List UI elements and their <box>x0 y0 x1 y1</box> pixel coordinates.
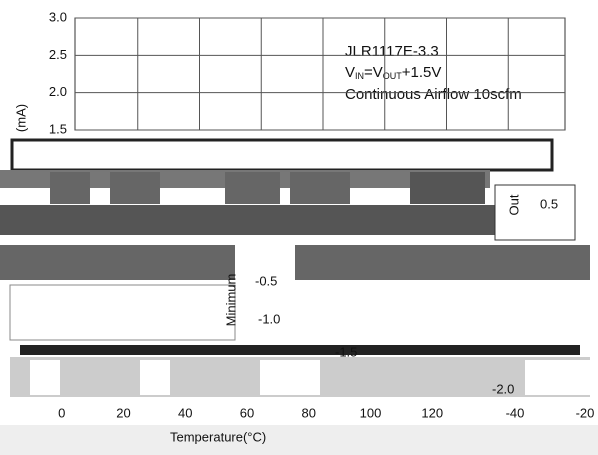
fragment: -20 <box>576 405 595 420</box>
fragment: -1.5 <box>335 344 357 359</box>
fragment: Out <box>506 194 521 215</box>
glitch-block <box>260 360 320 395</box>
glitch-block <box>225 172 280 204</box>
fragment: -1.0 <box>258 311 280 326</box>
fragment: -40 <box>506 405 525 420</box>
glitch-area <box>9 284 236 341</box>
glitch-block <box>30 360 60 395</box>
x-tick-label: 20 <box>116 405 130 420</box>
glitch-bar <box>20 345 580 355</box>
glitch-block <box>50 172 90 204</box>
condition-part: =V <box>364 64 383 81</box>
glitch-block <box>410 172 485 204</box>
fragment: 0.5 <box>540 196 558 211</box>
glitch-box <box>494 184 576 241</box>
fragment: -0.5 <box>255 273 277 288</box>
glitch-block <box>235 245 295 345</box>
x-tick-label: 100 <box>360 405 382 420</box>
x-tick-label: 120 <box>421 405 443 420</box>
condition-part: V <box>345 64 355 81</box>
y-axis-label: (mA) <box>13 104 28 132</box>
annotation: Continuous Airflow 10scfm <box>345 86 522 103</box>
x-tick-label: 80 <box>302 405 316 420</box>
x-tick-label: 0 <box>58 405 65 420</box>
glitch-block <box>140 360 170 395</box>
x-axis-label: Temperature(°C) <box>170 429 266 444</box>
y-tick-label: 1.5 <box>49 121 67 136</box>
x-tick-label: 40 <box>178 405 192 420</box>
glitch-block <box>110 172 160 204</box>
glitch-frame <box>10 138 554 172</box>
condition: VIN=VOUT+1.5V <box>345 64 441 81</box>
plot-frame <box>74 17 566 131</box>
y-tick-label: 3.0 <box>49 9 67 24</box>
glitch-band <box>0 205 495 235</box>
fragment: Minimum <box>223 274 238 327</box>
glitch-block <box>525 360 590 395</box>
y-tick-label: 2.5 <box>49 47 67 62</box>
condition-part: IN <box>355 71 364 81</box>
glitch-band <box>0 425 598 455</box>
annotation: JLR1117E-3.3 <box>345 43 439 60</box>
y-tick-label: 2.0 <box>49 84 67 99</box>
glitch-block <box>290 172 350 204</box>
condition-part: OUT <box>383 71 403 81</box>
condition-part: +1.5V <box>402 64 442 81</box>
x-tick-label: 60 <box>240 405 254 420</box>
fragment: -2.0 <box>492 381 514 396</box>
